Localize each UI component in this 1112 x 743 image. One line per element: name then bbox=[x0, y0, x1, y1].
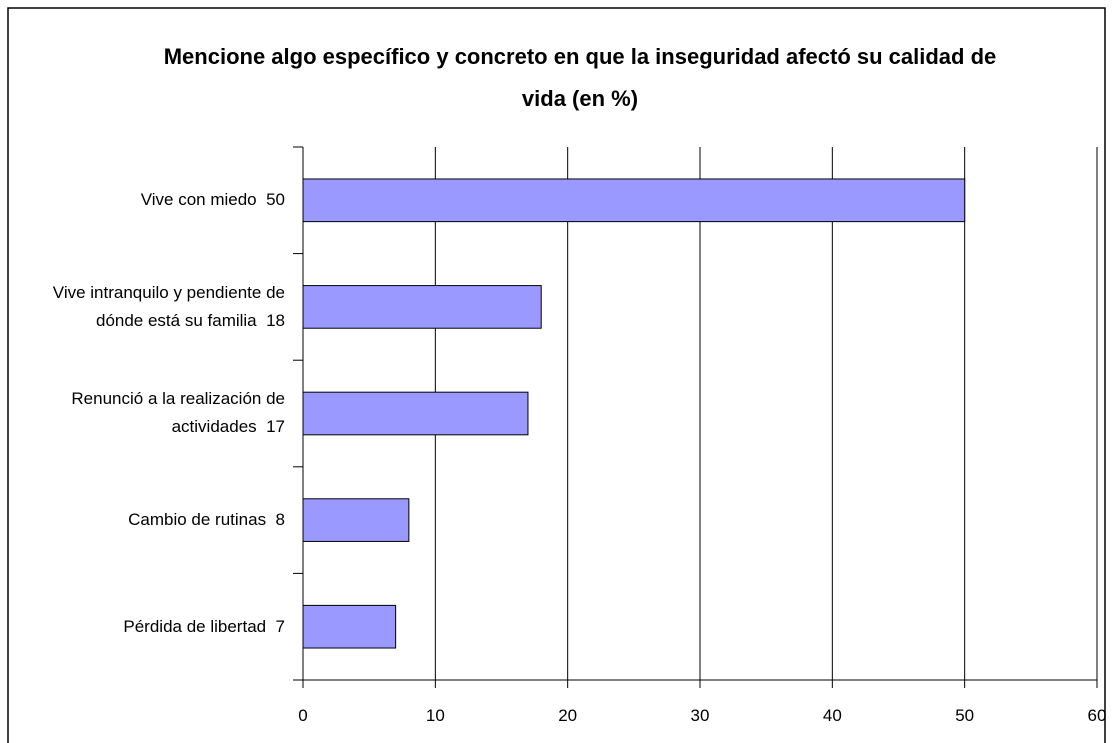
y-tick-label: Renunció a la realización de actividades… bbox=[71, 389, 290, 437]
y-tick-label: Cambio de rutinas 8 bbox=[128, 510, 285, 530]
x-tick-label: 0 bbox=[298, 706, 308, 725]
bar bbox=[302, 604, 397, 649]
chart-border bbox=[7, 7, 1106, 743]
x-tick-label: 60 bbox=[1087, 706, 1107, 725]
bar bbox=[302, 391, 529, 436]
y-tick-label: Pérdida de libertad 7 bbox=[123, 616, 285, 636]
bar bbox=[302, 178, 966, 223]
y-tick-label: Vive con miedo 50 bbox=[140, 190, 285, 210]
bar bbox=[302, 498, 410, 542]
chart-title: Mencione algo específico y concreto en q… bbox=[163, 44, 997, 111]
x-tick-label: 20 bbox=[558, 706, 578, 725]
x-tick-label: 10 bbox=[425, 706, 445, 725]
x-tick-label: 40 bbox=[822, 706, 842, 725]
x-tick-label: 50 bbox=[955, 706, 975, 725]
x-tick-label: 30 bbox=[690, 706, 710, 725]
y-tick-label: Vive intranquilo y pendiente de dónde es… bbox=[52, 282, 290, 330]
bar bbox=[302, 285, 542, 329]
